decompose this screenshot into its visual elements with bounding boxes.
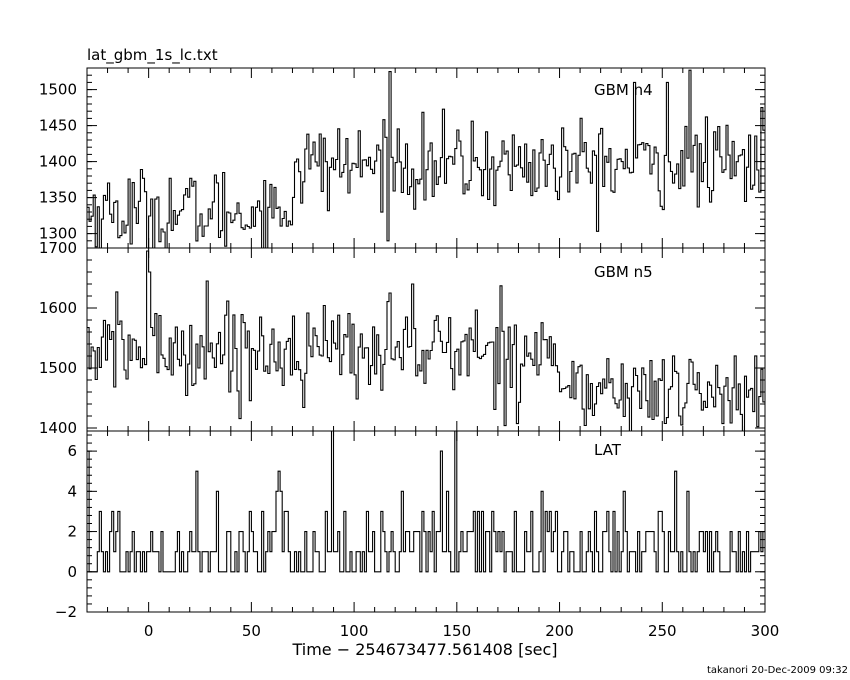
- y-tick-label: 2: [67, 523, 77, 541]
- series-gbm-n4: [87, 69, 765, 249]
- x-tick-label: 50: [242, 622, 261, 640]
- series-line-0: [87, 69, 765, 249]
- panel-lat-frame: [86, 430, 766, 613]
- y-tick-label: 1400: [39, 419, 77, 437]
- y-tick-label: 1300: [39, 225, 77, 243]
- x-tick-label: 250: [648, 622, 677, 640]
- panel-lat: −2 0 2 4 6 LAT: [55, 430, 766, 621]
- series-line-2: [87, 430, 765, 573]
- y-tick-label: 1600: [39, 299, 77, 317]
- x-tick-label: 200: [545, 622, 574, 640]
- panel-gbm-n5-ticks: 1400 1500 1600 1700: [39, 239, 766, 437]
- x-tick-label: 300: [751, 622, 780, 640]
- panel-lat-ticks: −2 0 2 4 6: [55, 431, 766, 621]
- x-tick-label: 100: [340, 622, 369, 640]
- series-line-1: [87, 250, 765, 432]
- panel-gbm-n4-ticks: 1300 1350 1400 1450 1500: [39, 67, 766, 249]
- y-tick-label: 4: [67, 482, 77, 500]
- x-axis-tick-labels: 0 50 100 150 200 250 300: [144, 622, 779, 640]
- y-tick-label: −2: [55, 603, 77, 621]
- panel-gbm-n5-label: GBM n5: [594, 263, 653, 281]
- panel-gbm-n5: 1400 1500 1600 1700 GBM n5: [39, 239, 766, 437]
- panel-gbm-n5-frame: [86, 247, 766, 432]
- credit-line: takanori 20-Dec-2009 09:32: [707, 665, 848, 676]
- panel-gbm-n4: 1300 1350 1400 1450 1500 GBM n4: [39, 67, 766, 249]
- y-tick-label: 6: [67, 442, 77, 460]
- panel-gbm-n4-label: GBM n4: [594, 81, 653, 99]
- chart-title: lat_gbm_1s_lc.txt: [87, 46, 218, 65]
- y-tick-label: 1500: [39, 81, 77, 99]
- x-axis-label: Time − 254673477.561408 [sec]: [291, 640, 557, 659]
- y-tick-label: 0: [67, 563, 77, 581]
- y-tick-label: 1350: [39, 189, 77, 207]
- series-gbm-n5: [87, 250, 765, 432]
- y-tick-label: 1500: [39, 359, 77, 377]
- panel-lat-label: LAT: [594, 441, 622, 459]
- y-tick-label: 1450: [39, 117, 77, 135]
- y-tick-label: 1700: [39, 239, 77, 257]
- x-tick-label: 150: [442, 622, 471, 640]
- panel-gbm-n4-frame: [86, 67, 766, 249]
- series-lat: [87, 430, 765, 573]
- x-tick-label: 0: [144, 622, 154, 640]
- y-tick-label: 1400: [39, 153, 77, 171]
